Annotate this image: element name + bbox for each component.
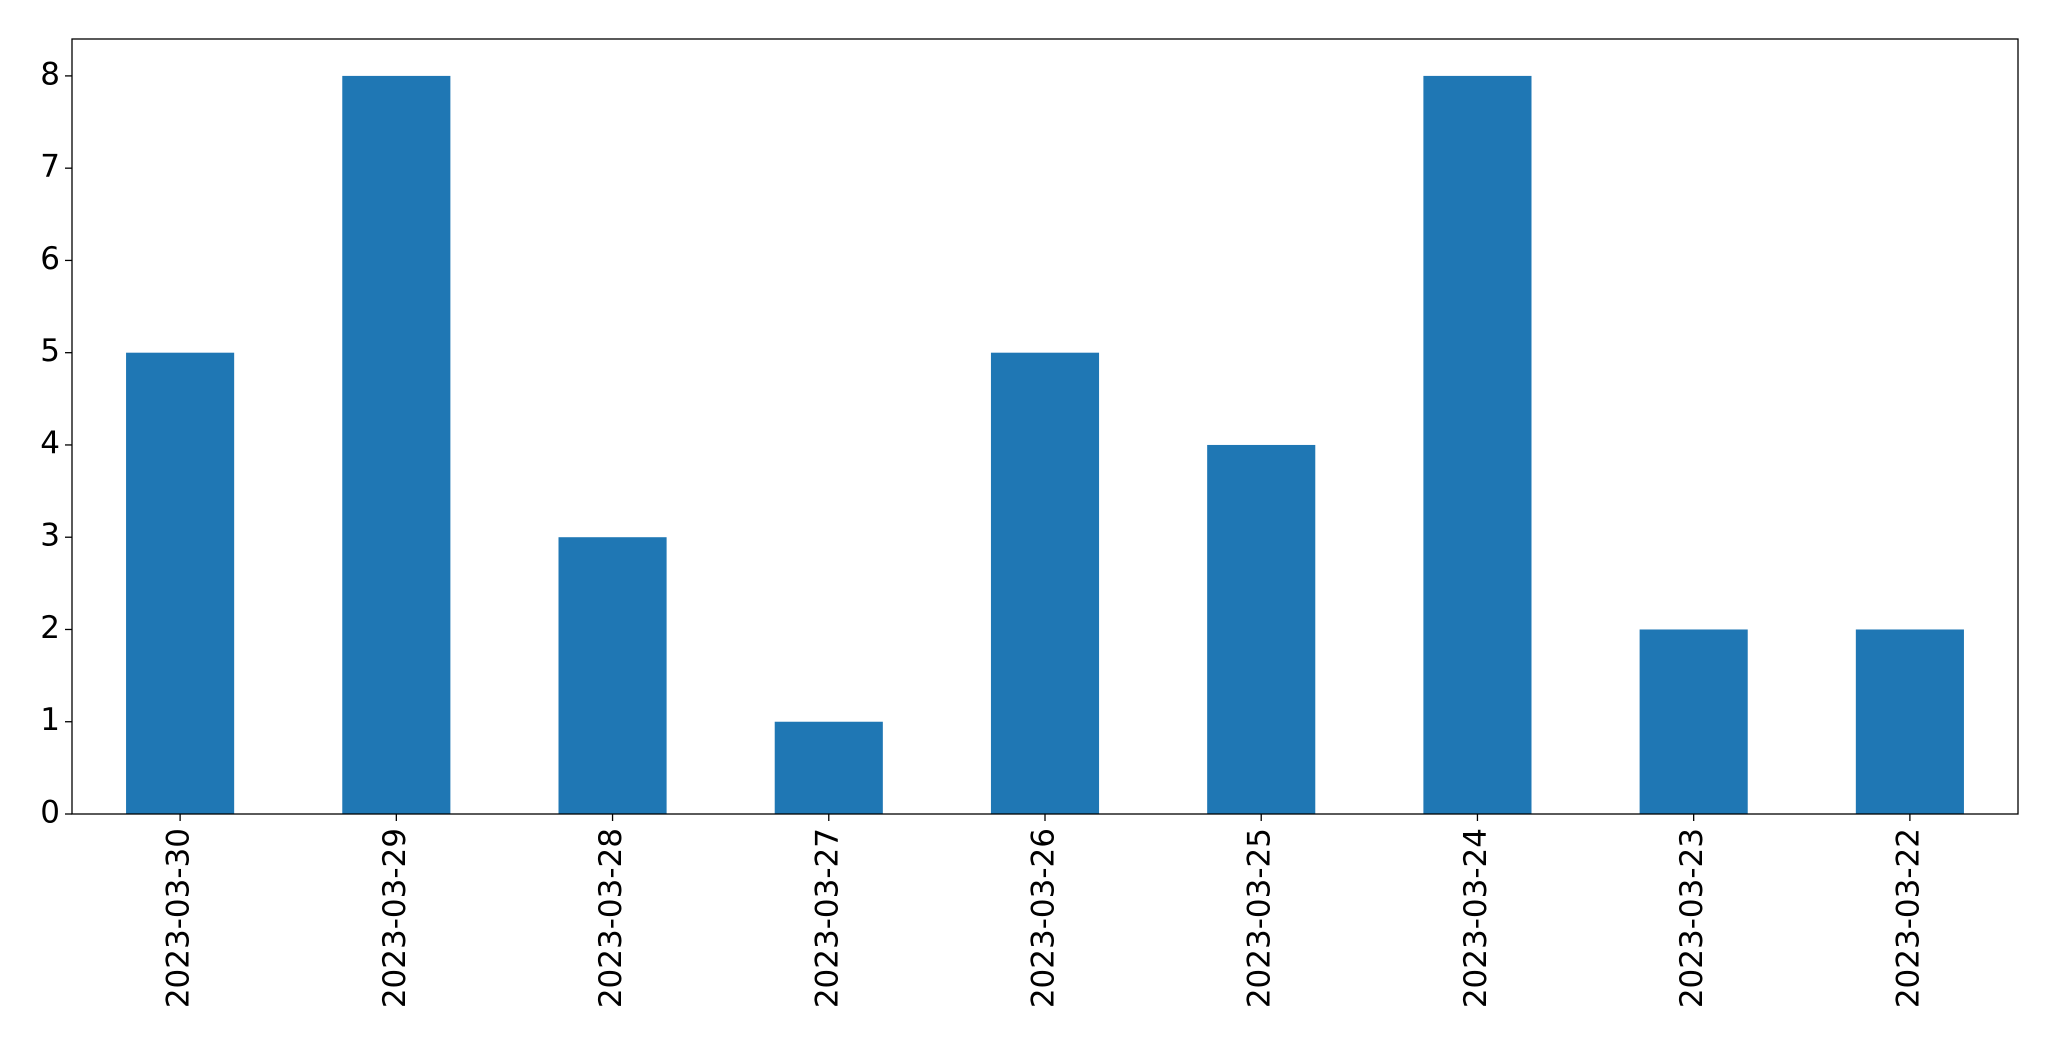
x-tick-label: 2023-03-28 [593,828,629,1008]
bar [1423,75,1532,814]
x-tick-label: 2023-03-24 [1458,828,1494,1008]
plot-frame [71,38,2019,815]
y-tick-label: 7 [40,149,60,185]
x-tick-label: 2023-03-30 [161,828,197,1008]
y-tick-label: 2 [40,610,60,646]
y-tick-label: 1 [40,702,60,738]
y-tick-label: 3 [40,518,60,554]
y-tick-label: 0 [40,795,60,831]
bar [774,721,883,814]
bar [1855,629,1964,814]
x-tick-label: 2023-03-23 [1674,828,1710,1008]
y-tick-label: 8 [40,56,60,92]
x-tick-label: 2023-03-25 [1242,828,1278,1008]
y-tick-label: 4 [40,425,60,461]
bar [990,352,1100,814]
bar [1639,629,1748,814]
x-tick-label: 2023-03-29 [377,828,413,1008]
bar [342,75,451,814]
x-tick-label: 2023-03-27 [809,828,845,1008]
y-tick-label: 6 [40,241,60,277]
bar [1207,444,1316,814]
bar [558,537,667,814]
y-tick-label: 5 [40,333,60,369]
x-tick-label: 2023-03-22 [1890,828,1926,1008]
x-tick-label: 2023-03-26 [1026,828,1062,1008]
bar [126,352,235,814]
